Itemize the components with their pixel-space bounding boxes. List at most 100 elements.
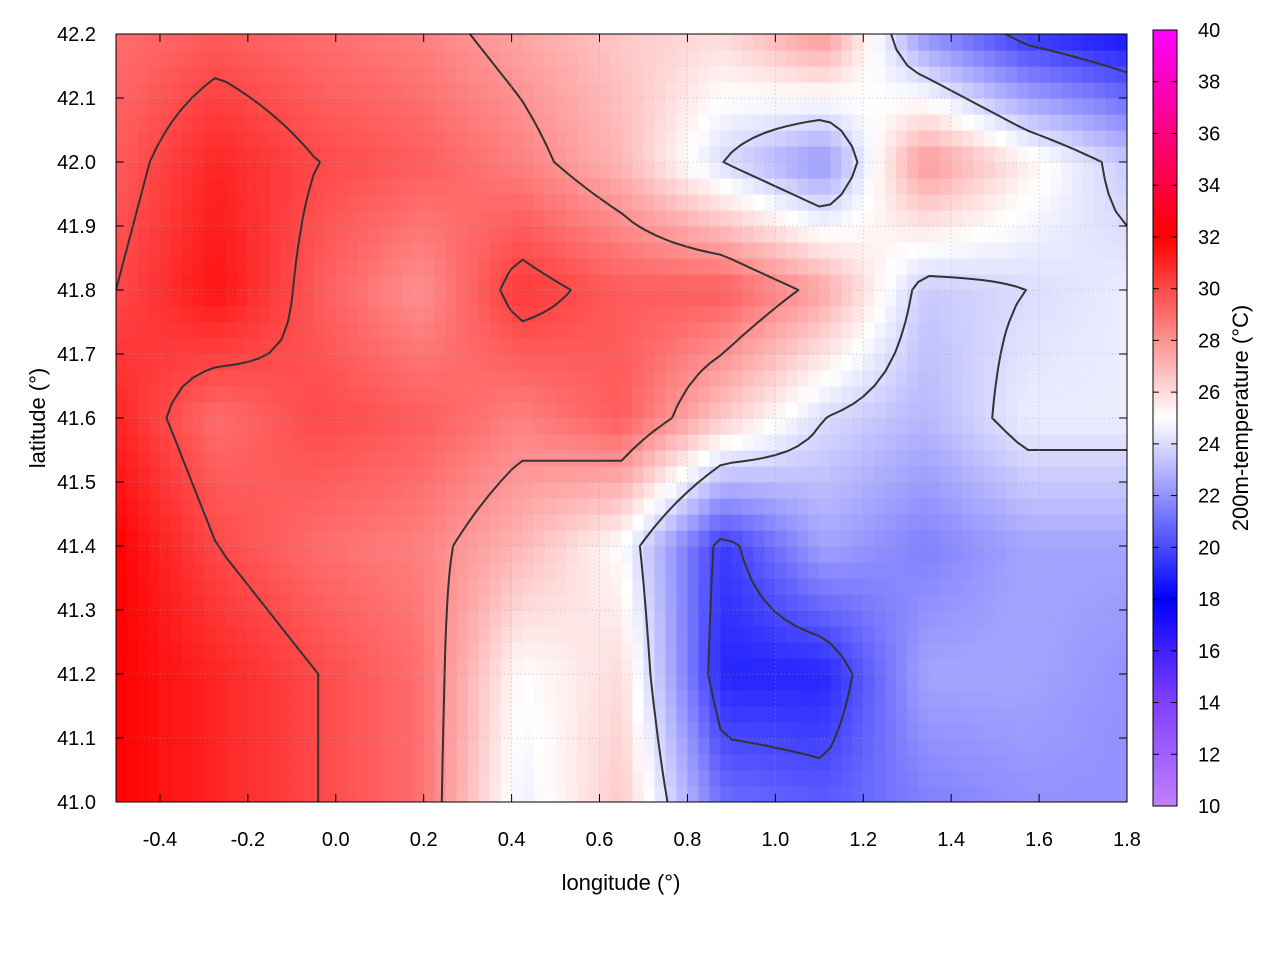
heatmap-cell (830, 594, 842, 611)
heatmap-cell (445, 82, 458, 99)
heatmap-cell (346, 82, 359, 99)
colorbar-tick-label: 38 (1198, 72, 1220, 94)
heatmap-cell (863, 162, 875, 179)
heatmap-cell (313, 226, 326, 243)
heatmap-cell (1039, 706, 1051, 723)
heatmap-cell (137, 354, 150, 371)
heatmap-cell (1083, 258, 1095, 275)
heatmap-cell (1017, 418, 1029, 435)
heatmap-cell (225, 674, 238, 691)
heatmap-cell (588, 306, 601, 323)
heatmap-cell (116, 754, 128, 771)
heatmap-cell (181, 130, 194, 147)
heatmap-cell (863, 322, 875, 339)
heatmap-cell (984, 242, 996, 259)
heatmap-cell (313, 50, 326, 67)
heatmap-cell (687, 674, 700, 691)
heatmap-cell (313, 178, 326, 195)
heatmap-cell (192, 274, 205, 291)
heatmap-cell (467, 274, 480, 291)
heatmap-cell (1017, 754, 1029, 771)
heatmap-cell (247, 34, 260, 51)
heatmap-cell (1050, 530, 1062, 547)
heatmap-cell (687, 50, 700, 67)
heatmap-cell (269, 162, 282, 179)
heatmap-cell (280, 434, 293, 451)
heatmap-cell (929, 514, 941, 531)
heatmap-cell (643, 178, 656, 195)
heatmap-cell (830, 402, 842, 419)
heatmap-cell (643, 674, 656, 691)
heatmap-cell (797, 226, 809, 243)
heatmap-cell (116, 306, 128, 323)
heatmap-cell (1050, 482, 1062, 499)
heatmap-cell (1094, 34, 1106, 51)
heatmap-cell (1050, 594, 1062, 611)
heatmap-cell (907, 370, 919, 387)
heatmap-cell (445, 578, 458, 595)
heatmap-cell (555, 306, 568, 323)
heatmap-cell (1006, 770, 1018, 787)
heatmap-cell (819, 258, 831, 275)
heatmap-cell (753, 706, 765, 723)
heatmap-cell (786, 290, 798, 307)
heatmap-cell (841, 530, 853, 547)
heatmap-cell (984, 322, 996, 339)
heatmap-cell (478, 482, 491, 499)
heatmap-cell (247, 402, 260, 419)
heatmap-cell (313, 210, 326, 227)
heatmap-cell (720, 738, 732, 755)
heatmap-cell (907, 706, 919, 723)
heatmap-cell (885, 578, 897, 595)
heatmap-cell (599, 530, 612, 547)
heatmap-cell (214, 482, 227, 499)
heatmap-cell (445, 258, 458, 275)
heatmap-cell (654, 786, 667, 802)
heatmap-cell (929, 786, 941, 802)
heatmap-cell (687, 242, 700, 259)
heatmap-cell (907, 578, 919, 595)
heatmap-cell (830, 130, 842, 147)
heatmap-cell (896, 290, 908, 307)
heatmap-cell (841, 514, 853, 531)
heatmap-cell (676, 418, 689, 435)
heatmap-cell (225, 354, 238, 371)
heatmap-cell (379, 386, 392, 403)
heatmap-cell (269, 194, 282, 211)
heatmap-cell (819, 482, 831, 499)
heatmap-cell (896, 66, 908, 83)
heatmap-cell (665, 450, 678, 467)
heatmap-cell (214, 738, 227, 755)
heatmap-cell (962, 514, 974, 531)
heatmap-cell (1072, 370, 1084, 387)
heatmap-cell (401, 578, 414, 595)
heatmap-cell (511, 210, 524, 227)
heatmap-cell (742, 690, 754, 707)
heatmap-cell (1006, 386, 1018, 403)
heatmap-cell (929, 338, 941, 355)
heatmap-cell (434, 386, 447, 403)
heatmap-cell (269, 178, 282, 195)
heatmap-cell (445, 354, 458, 371)
heatmap-cell (885, 50, 897, 67)
heatmap-cell (390, 722, 403, 739)
heatmap-cell (797, 66, 809, 83)
heatmap-cell (720, 50, 732, 67)
heatmap-cell (170, 274, 183, 291)
heatmap-cell (918, 194, 930, 211)
heatmap-cell (1116, 434, 1127, 451)
heatmap-cell (1083, 194, 1095, 211)
heatmap-cell (1006, 290, 1018, 307)
heatmap-cell (951, 690, 963, 707)
heatmap-cell (643, 354, 656, 371)
heatmap-cell (1094, 658, 1106, 675)
heatmap-cell (918, 706, 930, 723)
heatmap-cell (126, 482, 139, 499)
heatmap-cell (280, 450, 293, 467)
heatmap-cell (148, 226, 161, 243)
heatmap-cell (852, 402, 864, 419)
heatmap-cell (357, 290, 370, 307)
heatmap-cell (346, 578, 359, 595)
heatmap-cell (709, 322, 721, 339)
heatmap-cell (313, 626, 326, 643)
